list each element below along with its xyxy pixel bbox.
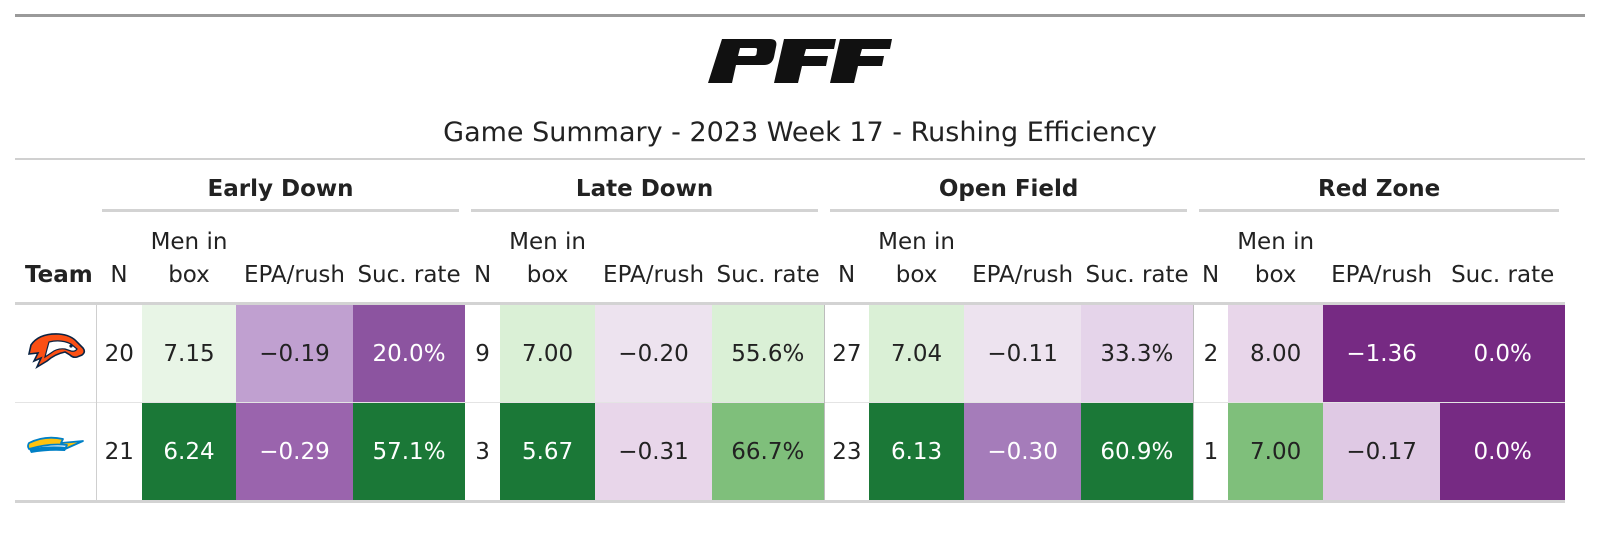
title-rule	[15, 158, 1585, 160]
col-n: N	[1202, 262, 1220, 288]
col-epa-rush: EPA/rush	[972, 262, 1074, 288]
team-cell	[15, 402, 97, 502]
redzone-epa-rush: −1.36	[1323, 303, 1441, 403]
redzone-n: 2	[1192, 303, 1229, 403]
late-men-in-box: 5.67	[500, 402, 596, 502]
late-epa-rush: −0.20	[595, 303, 713, 403]
col-n: N	[473, 262, 492, 288]
group-late-down: Late Down	[465, 160, 824, 212]
redzone-men-in-box: 8.00	[1228, 303, 1324, 403]
col-epa-rush: EPA/rush	[1331, 262, 1433, 288]
late-n: 3	[475, 438, 490, 465]
column-header-row: Team N Men in box EPA/rush Suc. rate N Me…	[15, 212, 1566, 304]
late-men-in-box: 7.00	[500, 303, 596, 403]
col-epa-rush: EPA/rush	[603, 262, 705, 288]
open-success-rate: 33.3%	[1081, 303, 1194, 403]
col-success-rate: Suc. rate	[1451, 262, 1555, 288]
broncos-logo-icon	[27, 332, 86, 369]
late-n: 9	[475, 340, 490, 367]
late-epa-rush: −0.31	[595, 402, 713, 502]
col-n: N	[110, 262, 128, 288]
open-men-in-box: 7.04	[869, 303, 965, 403]
redzone-epa-rush: −0.17	[1323, 402, 1441, 502]
group-header-row: Early Down Late Down Open Field Red Zone	[15, 160, 1565, 212]
pff-logo	[15, 39, 1585, 83]
col-epa-rush: EPA/rush	[243, 262, 345, 288]
early-men-in-box: 7.15	[142, 303, 236, 403]
table-row: 21 6.24 −0.29 57.1% 3 5.67 −0.31 66.7% 2…	[15, 402, 1566, 502]
group-red-zone: Red Zone	[1193, 160, 1565, 212]
redzone-men-in-box: 7.00	[1228, 402, 1324, 502]
rushing-efficiency-table: Early Down Late Down Open Field Red Zone…	[15, 160, 1566, 503]
group-early-down: Early Down	[96, 160, 465, 212]
col-n: N	[837, 262, 856, 288]
top-rule	[15, 14, 1585, 17]
redzone-success-rate: 0.0%	[1440, 402, 1566, 502]
redzone-success-rate: 0.0%	[1440, 303, 1566, 403]
open-success-rate: 60.9%	[1081, 402, 1194, 502]
col-men-in-box: Men in box	[878, 229, 956, 288]
col-success-rate: Suc. rate	[1085, 262, 1189, 288]
table-row: 20 7.15 −0.19 20.0% 9 7.00 −0.20 55.6% 2…	[15, 303, 1566, 403]
col-men-in-box: Men in box	[1237, 229, 1315, 288]
page-title: Game Summary - 2023 Week 17 - Rushing Ef…	[443, 117, 1157, 148]
open-men-in-box: 6.13	[869, 402, 965, 502]
early-n: 21	[104, 438, 134, 465]
pff-logo-icon	[708, 39, 892, 83]
col-team: Team	[25, 262, 93, 288]
team-cell	[15, 303, 97, 403]
early-epa-rush: −0.19	[236, 303, 353, 403]
group-header-spacer	[15, 160, 96, 212]
col-success-rate: Suc. rate	[357, 262, 461, 288]
col-success-rate: Suc. rate	[716, 262, 820, 288]
chargers-logo-icon	[27, 436, 84, 453]
col-men-in-box: Men in box	[509, 229, 586, 288]
group-open-field: Open Field	[824, 160, 1193, 212]
early-success-rate: 57.1%	[353, 402, 466, 502]
summary-panel: Game Summary - 2023 Week 17 - Rushing Ef…	[15, 14, 1585, 503]
late-success-rate: 55.6%	[712, 303, 825, 403]
open-epa-rush: −0.11	[964, 303, 1082, 403]
open-n: 23	[823, 402, 870, 502]
early-n: 20	[104, 340, 134, 367]
early-success-rate: 20.0%	[353, 303, 466, 403]
late-success-rate: 66.7%	[712, 402, 825, 502]
open-n: 27	[823, 303, 870, 403]
early-epa-rush: −0.29	[236, 402, 353, 502]
redzone-n: 1	[1192, 402, 1229, 502]
open-epa-rush: −0.30	[964, 402, 1082, 502]
col-men-in-box: Men in box	[150, 229, 228, 288]
early-men-in-box: 6.24	[142, 402, 236, 502]
